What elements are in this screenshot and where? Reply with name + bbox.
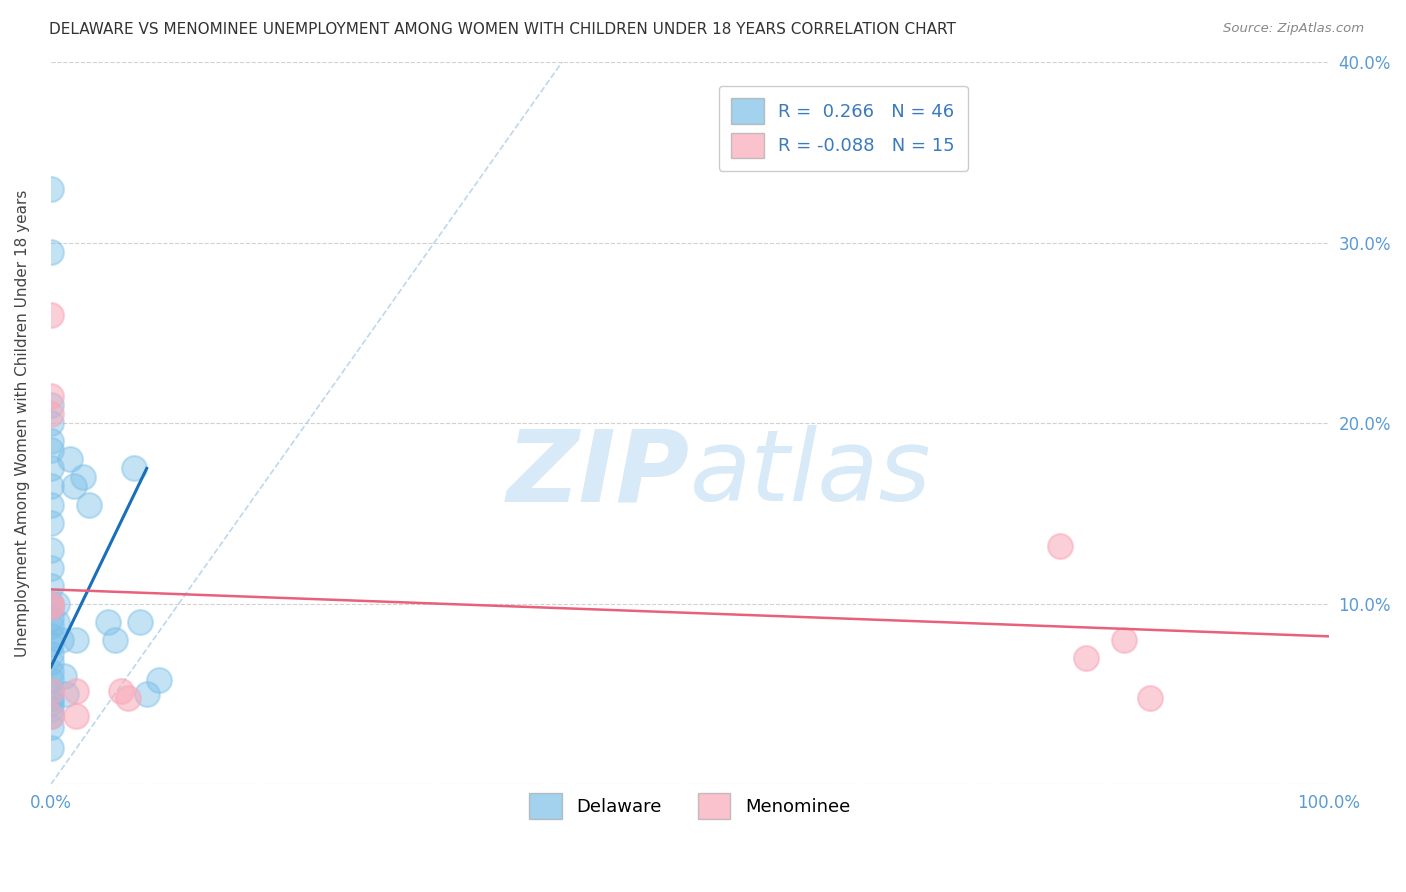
Point: [39, 498, 62, 512]
Point: [52, 669, 75, 683]
Point: [65, 632, 87, 647]
Point: [39, 673, 62, 687]
Point: [39, 479, 62, 493]
Point: [59, 452, 82, 467]
Point: [39, 665, 62, 680]
Point: [39, 618, 62, 632]
Point: [46, 615, 69, 629]
Point: [49, 632, 72, 647]
Point: [39, 308, 62, 322]
Point: [39, 637, 62, 651]
Point: [39, 696, 62, 710]
Point: [39, 708, 62, 723]
Point: [39, 597, 62, 611]
Point: [1139, 690, 1161, 705]
Point: [39, 407, 62, 421]
Point: [39, 701, 62, 715]
Text: ZIP: ZIP: [506, 425, 690, 523]
Point: [1074, 651, 1097, 665]
Point: [1114, 632, 1136, 647]
Point: [39, 629, 62, 643]
Point: [39, 560, 62, 574]
Point: [46, 597, 69, 611]
Point: [39, 579, 62, 593]
Point: [97, 615, 120, 629]
Point: [117, 690, 139, 705]
Point: [135, 687, 157, 701]
Point: [39, 461, 62, 475]
Point: [39, 600, 62, 615]
Point: [39, 389, 62, 403]
Legend: Delaware, Menominee: Delaware, Menominee: [522, 786, 858, 826]
Point: [39, 597, 62, 611]
Text: Source: ZipAtlas.com: Source: ZipAtlas.com: [1223, 22, 1364, 36]
Point: [39, 648, 62, 662]
Point: [39, 683, 62, 698]
Point: [39, 516, 62, 530]
Point: [39, 720, 62, 734]
Point: [1049, 539, 1071, 553]
Point: [39, 690, 62, 705]
Point: [39, 443, 62, 458]
Point: [39, 655, 62, 669]
Point: [77, 498, 100, 512]
Text: DELAWARE VS MENOMINEE UNEMPLOYMENT AMONG WOMEN WITH CHILDREN UNDER 18 YEARS CORR: DELAWARE VS MENOMINEE UNEMPLOYMENT AMONG…: [49, 22, 956, 37]
Point: [39, 542, 62, 557]
Point: [104, 632, 127, 647]
Point: [65, 708, 87, 723]
Point: [39, 417, 62, 431]
Point: [39, 398, 62, 412]
Point: [39, 244, 62, 259]
Point: [129, 615, 152, 629]
Point: [63, 479, 86, 493]
Point: [148, 673, 170, 687]
Point: [39, 611, 62, 625]
Y-axis label: Unemployment Among Women with Children Under 18 years: Unemployment Among Women with Children U…: [15, 190, 30, 657]
Point: [39, 181, 62, 195]
Point: [39, 600, 62, 615]
Point: [110, 683, 132, 698]
Point: [72, 470, 94, 484]
Point: [65, 683, 87, 698]
Point: [39, 741, 62, 756]
Text: atlas: atlas: [690, 425, 931, 523]
Point: [122, 461, 145, 475]
Point: [39, 434, 62, 449]
Point: [39, 708, 62, 723]
Point: [39, 683, 62, 698]
Point: [55, 687, 77, 701]
